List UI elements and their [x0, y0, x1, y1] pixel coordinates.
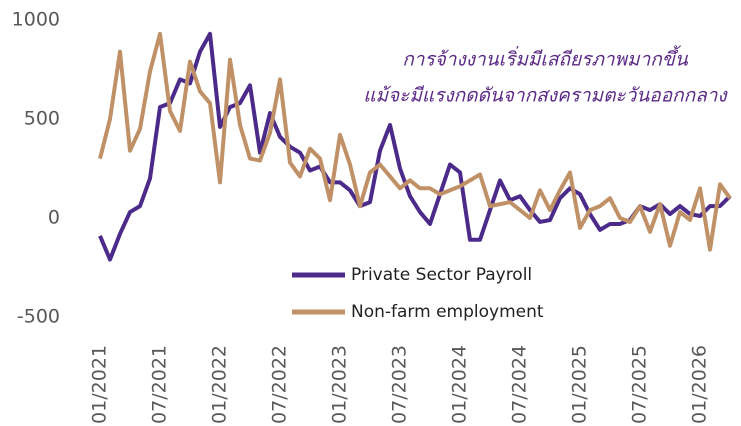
legend-label: Non-farm employment	[351, 302, 544, 322]
x-tick-label: 01/2023	[329, 345, 351, 424]
x-tick-label: 01/2024	[449, 345, 471, 424]
y-tick-label: 0	[48, 207, 60, 229]
x-tick-label: 01/2021	[89, 345, 111, 424]
x-tick-label: 07/2024	[509, 345, 531, 424]
x-tick-label: 01/2025	[569, 345, 591, 424]
x-tick-label: 01/2022	[209, 345, 231, 424]
x-tick-label: 07/2023	[389, 345, 411, 424]
x-tick-label: 01/2026	[689, 345, 711, 424]
y-tick-label: -500	[17, 306, 60, 328]
x-tick-label: 07/2022	[269, 345, 291, 424]
series-line	[98, 31, 732, 252]
x-tick-label: 07/2021	[149, 345, 171, 424]
x-tick-label: 07/2025	[629, 345, 651, 424]
annotation: การจ้างงานเริ่มมีเสถียรภาพมากขึ้น	[402, 45, 688, 71]
y-tick-label: 500	[24, 108, 60, 130]
legend-label: Private Sector Payroll	[351, 265, 532, 285]
y-tick-label: 1000	[12, 9, 60, 31]
annotation: แม้จะมีแรงกดดันจากสงครามตะวันออกกลาง	[363, 85, 728, 107]
